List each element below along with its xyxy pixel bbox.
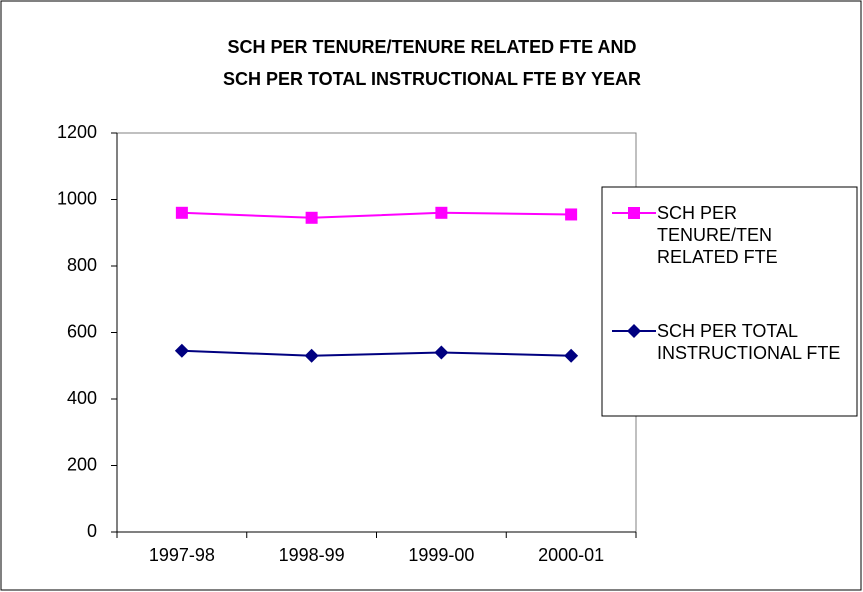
marker (174, 343, 189, 358)
x-tick-label: 1998-99 (279, 545, 345, 565)
marker (565, 208, 578, 221)
marker (435, 206, 448, 219)
series-line (181, 349, 572, 357)
marker (434, 345, 449, 360)
marker (175, 206, 188, 219)
y-tick-label: 1200 (57, 122, 97, 142)
marker (304, 348, 319, 363)
legend-label: SCH PER TOTAL INSTRUCTIONAL FTE (657, 321, 841, 363)
y-tick-label: 0 (87, 521, 97, 541)
y-tick-label: 200 (67, 454, 97, 474)
marker (627, 324, 641, 338)
legend-label: SCH PER TENURE/TEN RELATED FTE (657, 203, 778, 267)
series-line (181, 211, 572, 219)
marker (305, 211, 318, 224)
x-tick-label: 1997-98 (149, 545, 215, 565)
legend-box (601, 186, 858, 417)
x-tick-label: 1999-00 (408, 545, 474, 565)
plot-area (116, 132, 637, 533)
x-tick-label: 2000-01 (538, 545, 604, 565)
marker (628, 207, 640, 219)
chart-title: SCH PER TENURE/TENURE RELATED FTE AND (227, 37, 636, 57)
marker (564, 348, 579, 363)
y-tick-label: 600 (67, 321, 97, 341)
y-tick-label: 800 (67, 255, 97, 275)
chart-title: SCH PER TOTAL INSTRUCTIONAL FTE BY YEAR (223, 69, 641, 89)
y-tick-label: 1000 (57, 188, 97, 208)
y-tick-label: 400 (67, 388, 97, 408)
